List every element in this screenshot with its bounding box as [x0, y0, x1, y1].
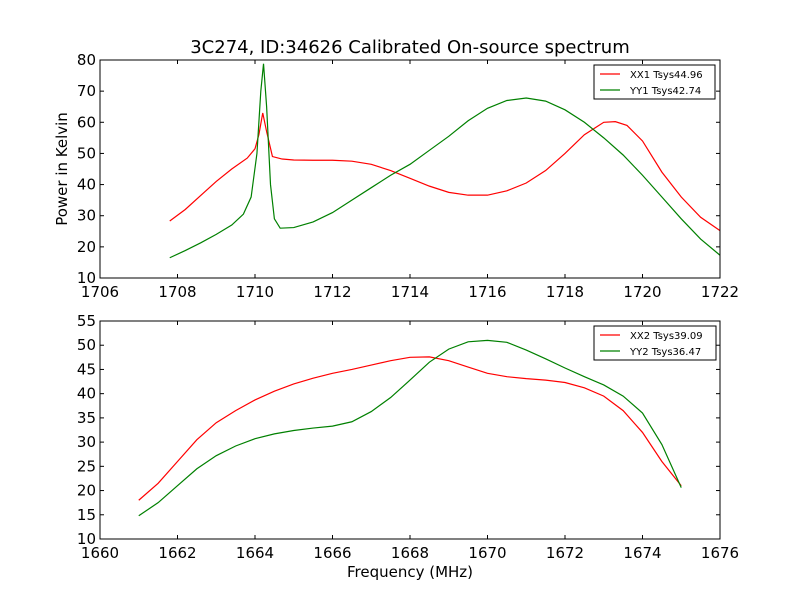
y-tick-label: 70	[77, 82, 96, 100]
y-tick-label: 60	[77, 113, 96, 131]
y-tick-label: 30	[77, 433, 96, 451]
chart-panel-2: 1660 1662 1664 1666 1668 1670 1672 1674 1676 10 15…	[77, 312, 739, 562]
x-tick-label: 1710	[236, 283, 274, 301]
legend-box	[593, 64, 716, 100]
x-tick-label: 1670	[468, 544, 506, 562]
y-tick-label: 80	[77, 51, 96, 69]
y-tick-label: 40	[77, 176, 96, 194]
x-tick-label: 1662	[158, 544, 196, 562]
y-tick-label: 40	[77, 385, 96, 403]
y-tick-label: 45	[77, 360, 96, 378]
y-tick-label: 10	[77, 269, 96, 287]
legend-entry: YY1 Tsys42.74	[629, 86, 701, 97]
x-tick-label: 1712	[313, 283, 351, 301]
legend-entry: YY2 Tsys36.47	[629, 347, 701, 358]
x-tick-label: 1718	[546, 283, 584, 301]
x-tick-label: 1660	[81, 544, 119, 562]
x-tick-label: 1708	[158, 283, 196, 301]
series-line-yy2	[138, 339, 682, 517]
y-tick-label: 50	[77, 336, 96, 354]
chart-title: 3C274, ID:34626 Calibrated On-source spe…	[190, 37, 630, 58]
x-tick-label: 1716	[468, 283, 506, 301]
y-tick-label: 55	[77, 312, 96, 330]
y-tick-label: 25	[77, 457, 96, 475]
y-tick-label: 35	[77, 409, 96, 427]
y-tick-label: 10	[77, 530, 96, 548]
y-tick-label: 15	[77, 506, 96, 524]
x-tick-label: 1676	[701, 544, 739, 562]
x-tick-label: 1672	[546, 544, 584, 562]
y-tick-label: 30	[77, 207, 96, 225]
legend-entry: XX2 Tsys39.09	[630, 331, 703, 342]
legend-entry: XX1 Tsys44.96	[630, 70, 703, 81]
y-tick-label: 20	[77, 482, 96, 500]
legend: XX1 Tsys44.96 YY1 Tsys42.74	[593, 64, 716, 100]
x-tick-label: 1706	[81, 283, 119, 301]
x-tick-label: 1664	[236, 544, 274, 562]
x-tick-label: 1674	[623, 544, 661, 562]
series-line-yy1	[169, 63, 721, 259]
chart-panel-1: 1706 1708 1710 1712 1714 1716 1718 1720 1722 10 20…	[77, 51, 739, 301]
legend-box	[593, 325, 717, 361]
x-tick-label: 1714	[391, 283, 429, 301]
x-tick-label: 1720	[623, 283, 661, 301]
series-line-xx2	[138, 356, 682, 501]
x-tick-label: 1666	[313, 544, 351, 562]
y-axis-label: Power in Kelvin	[53, 112, 71, 226]
series-line-xx1	[169, 112, 721, 232]
legend: XX2 Tsys39.09 YY2 Tsys36.47	[593, 325, 717, 361]
x-tick-label: 1722	[701, 283, 739, 301]
x-tick-label: 1668	[391, 544, 429, 562]
y-tick-label: 20	[77, 238, 96, 256]
y-tick-label: 50	[77, 144, 96, 162]
x-axis-label: Frequency (MHz)	[347, 563, 473, 581]
